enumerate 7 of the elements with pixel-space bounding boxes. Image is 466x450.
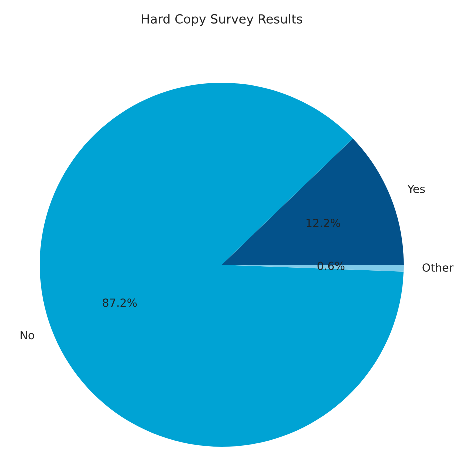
data-label: 12.2% (306, 218, 340, 228)
data-label: 87.2% (103, 298, 138, 308)
chart-title: Hard Copy Survey Results (142, 14, 302, 26)
slice-label: Yes (408, 185, 426, 194)
slice-label: No (20, 331, 34, 340)
pie-slice (40, 83, 404, 447)
slice-label: Other (422, 263, 454, 272)
